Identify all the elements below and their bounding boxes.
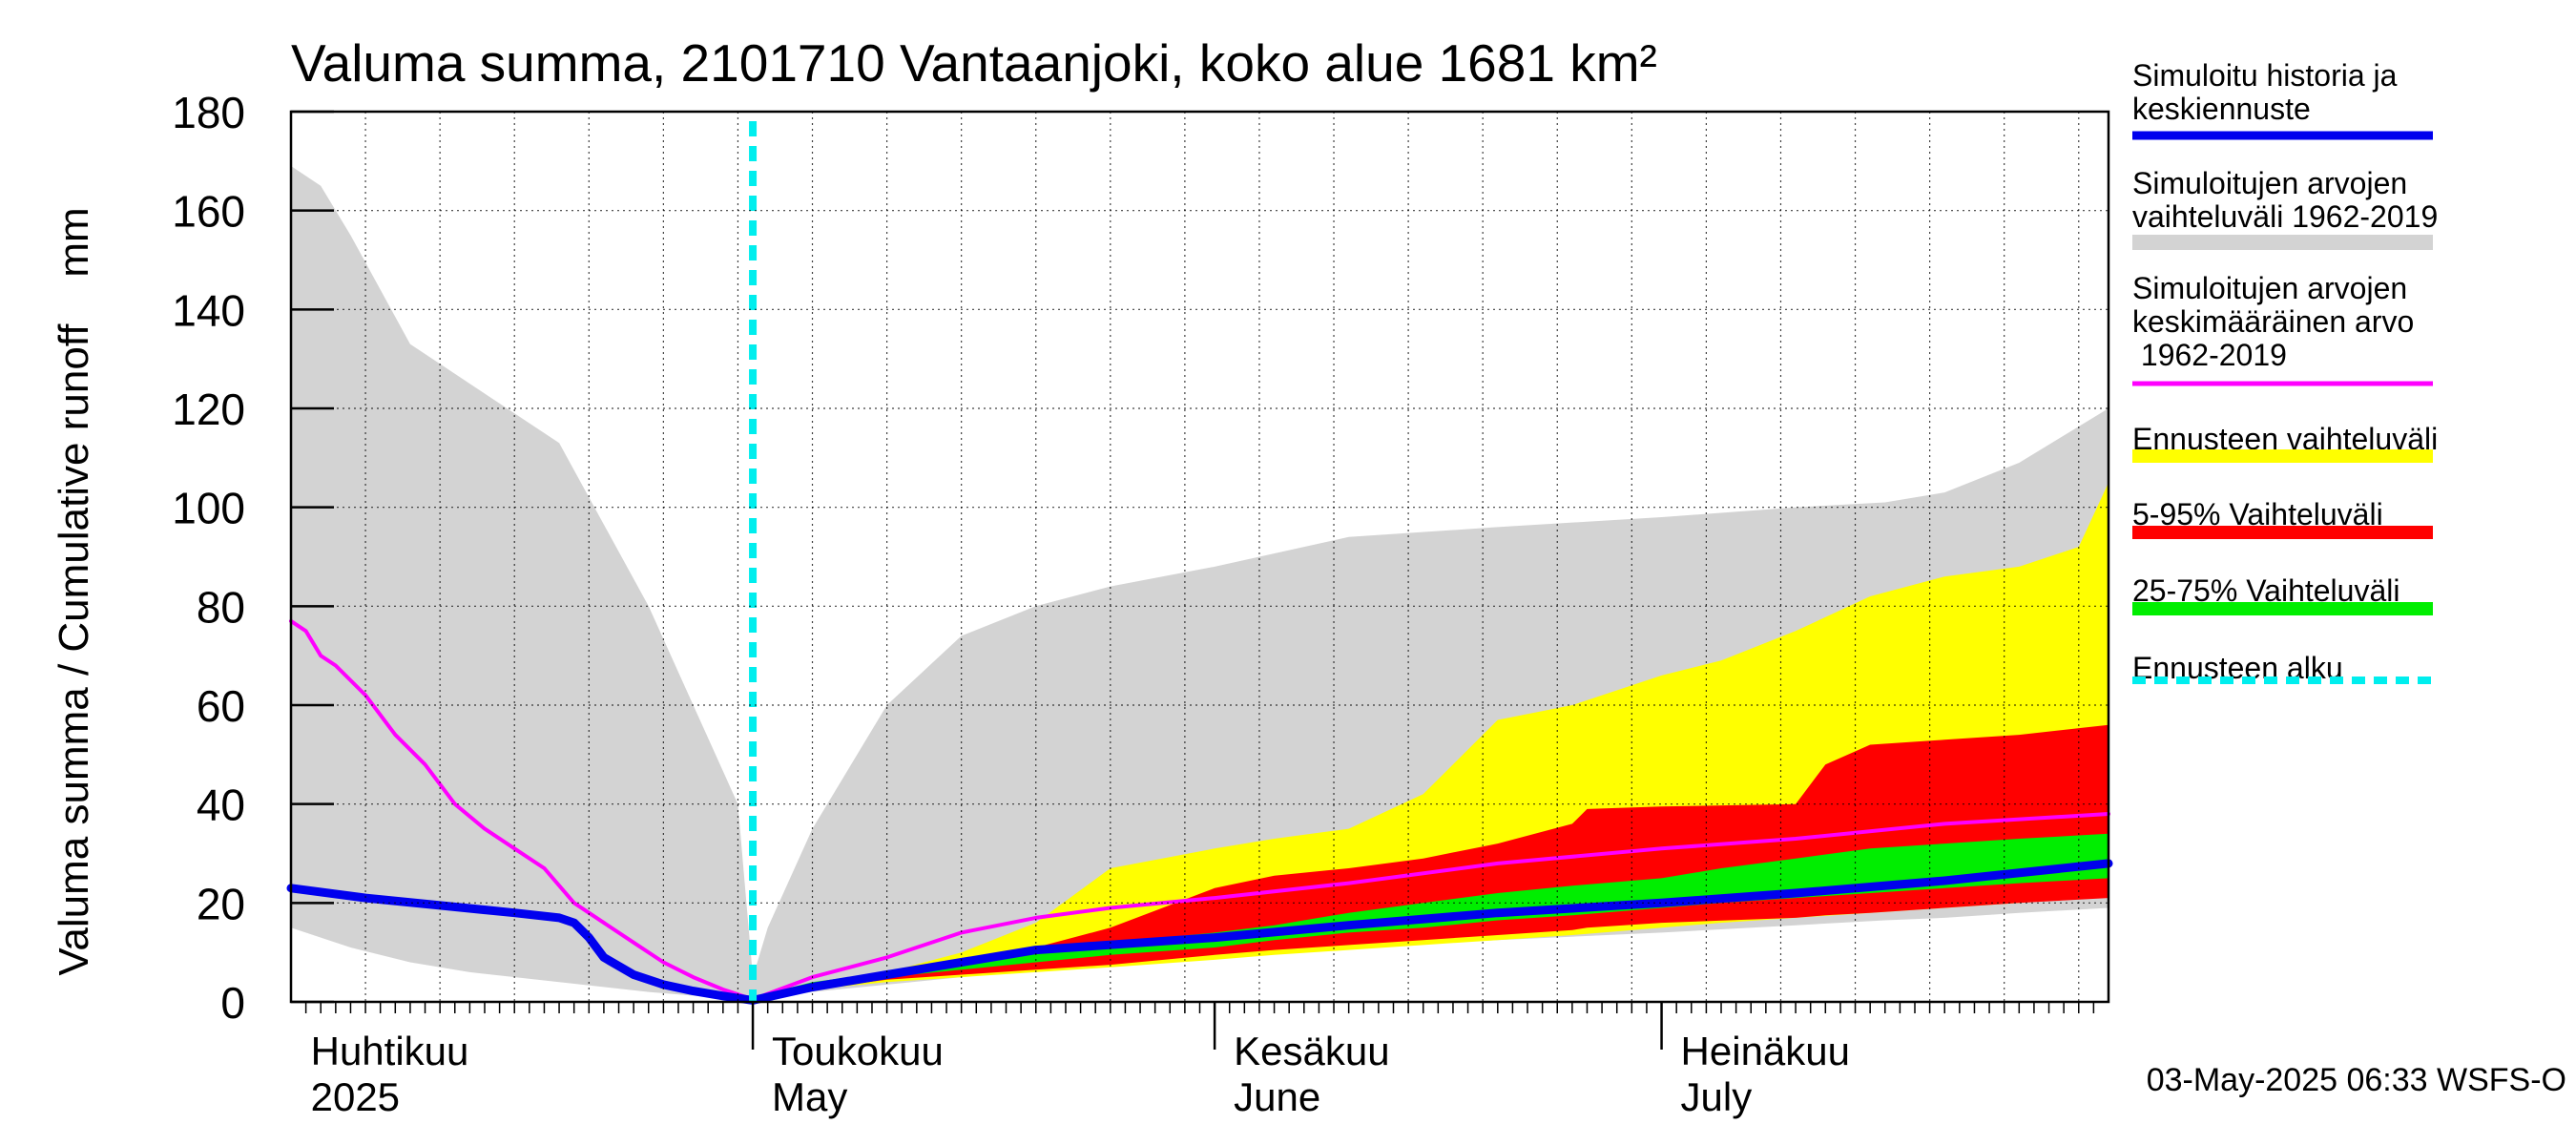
legend-item: Ennusteen alku	[2132, 651, 2433, 685]
x-month-label: Kesäkuu	[1234, 1029, 1389, 1073]
legend-item: Simuloitu historia ja keskiennuste	[2132, 58, 2433, 140]
x-month-label: Toukokuu	[772, 1029, 944, 1073]
legend-item: Ennusteen vaihteluväli	[2132, 422, 2438, 463]
series-2-band	[753, 724, 2109, 1000]
legend-item: Simuloitujen arvojen keskimääräinen arvo …	[2132, 271, 2433, 386]
y-tick-label: 20	[197, 879, 245, 928]
y-tick-label: 60	[197, 681, 245, 731]
y-tick-label: 80	[197, 582, 245, 632]
chart-title: Valuma summa, 2101710 Vantaanjoki, koko …	[291, 33, 1657, 93]
legend-item: 5-95% Vaihteluväli	[2132, 497, 2433, 539]
legend-label: Simuloitu historia ja keskiennuste	[2132, 58, 2398, 126]
y-tick-label: 180	[172, 88, 245, 137]
y-tick-label: 40	[197, 781, 245, 830]
legend-label: Simuloitujen arvojen vaihteluväli 1962-20…	[2132, 166, 2438, 234]
legend-item: Simuloitujen arvojen vaihteluväli 1962-20…	[2132, 166, 2438, 250]
timestamp-footer: 03-May-2025 06:33 WSFS-O	[2147, 1062, 2566, 1098]
legend: Simuloitu historia ja keskiennuste Simuloi…	[2132, 58, 2438, 685]
y-axis-label: Valuma summa / Cumulative runoff mm	[51, 207, 97, 975]
series-4-line	[289, 618, 2110, 1002]
y-tick-label: 0	[220, 978, 245, 1028]
y-tick-label: 120	[172, 385, 245, 434]
y-tick-label: 140	[172, 285, 245, 335]
x-month-label-en: May	[772, 1074, 847, 1119]
x-month-label-en: July	[1681, 1074, 1753, 1119]
x-month-label: Huhtikuu	[311, 1029, 469, 1073]
series-5-line	[286, 859, 2113, 1005]
x-month-label-en: 2025	[311, 1074, 400, 1119]
legend-label: Simuloitujen arvojen keskimääräinen arvo …	[2132, 271, 2414, 372]
y-tick-label: 100	[172, 484, 245, 533]
x-month-label: Heinäkuu	[1681, 1029, 1850, 1073]
legend-item: 25-75% Vaihteluväli	[2132, 573, 2433, 615]
x-month-label-en: June	[1234, 1074, 1320, 1119]
y-tick-label: 160	[172, 187, 245, 237]
